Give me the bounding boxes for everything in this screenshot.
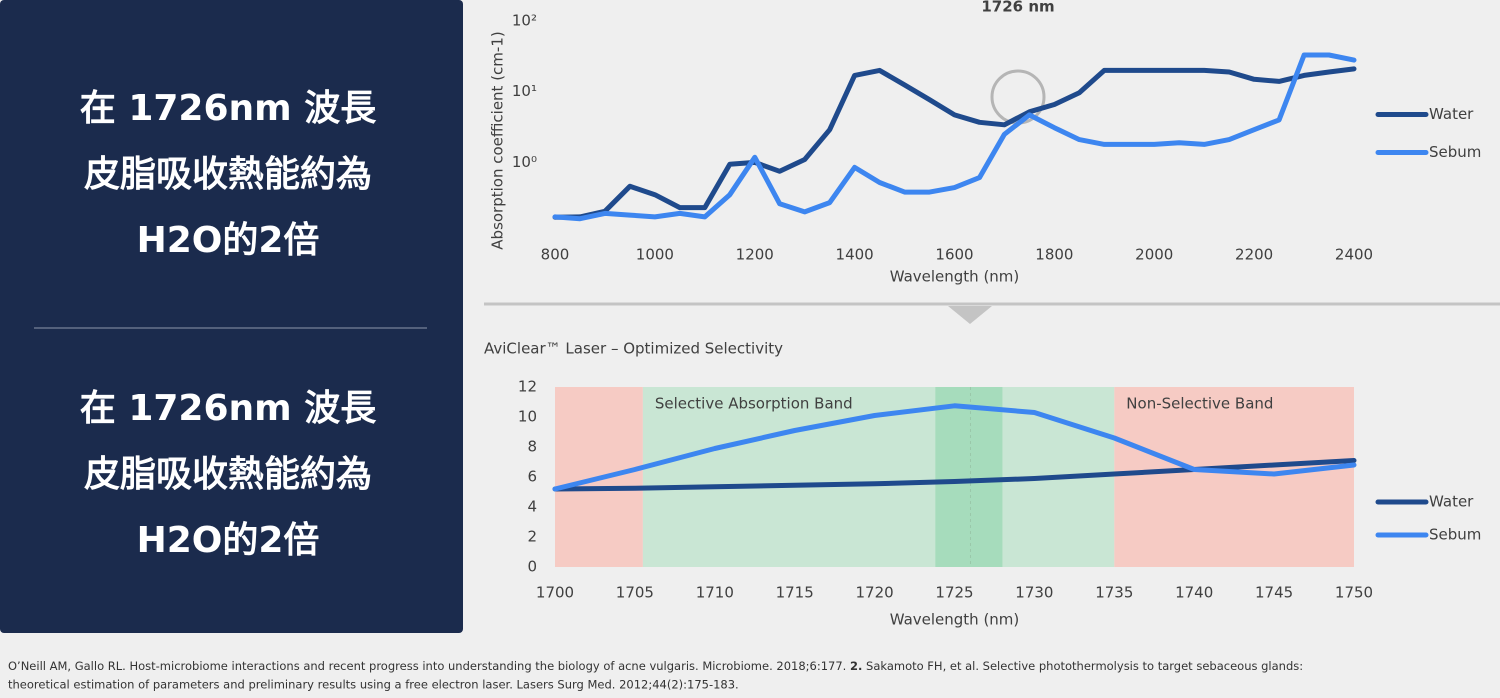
y-tick-label: 8 [527, 438, 537, 456]
x-tick-label: 1735 [1095, 584, 1133, 602]
panel-line: 在 1726nm 波長 [80, 388, 377, 429]
reference-text: O’Neill AM, Gallo RL. Host-microbiome in… [8, 659, 846, 673]
reference-number: 2. [850, 659, 862, 673]
band-label: Non-Selective Band [1126, 395, 1273, 413]
panel-line: 皮脂吸收熱能約為 [84, 154, 372, 195]
series-line [552, 458, 1357, 492]
x-tick-label: 1750 [1335, 584, 1373, 602]
x-tick-label: 2400 [1335, 246, 1373, 264]
band [935, 387, 1003, 567]
x-tick-label: 1725 [935, 584, 973, 602]
x-tick-label: 1730 [1015, 584, 1053, 602]
charts: 10⁰ 10¹ 10² 800 1000 1200 1400 1600 1800 2000 2200… [484, 0, 1481, 629]
x-tick-label: 1705 [616, 584, 654, 602]
reference: theoretical estimation of parameters and… [8, 678, 739, 692]
x-tick-label: 1715 [776, 584, 814, 602]
x-tick-label: 1400 [836, 246, 874, 264]
legend-label: Sebum [1429, 526, 1481, 544]
divider-arrow [948, 306, 992, 324]
series-line [552, 403, 1357, 492]
y-tick-label: 6 [527, 468, 537, 486]
x-tick-label: 1200 [736, 246, 774, 264]
x-tick-label: 1745 [1255, 584, 1293, 602]
x-tick-label: 1800 [1035, 246, 1073, 264]
panel-line: 皮脂吸收熱能約為 [84, 454, 372, 495]
x-tick-label: 1710 [696, 584, 734, 602]
panel-line: H2O的2倍 [137, 220, 320, 261]
y-tick-label: 4 [527, 498, 537, 516]
x-tick-label: 1740 [1175, 584, 1213, 602]
legend-label: Sebum [1429, 143, 1481, 161]
legend-label: Water [1429, 105, 1474, 123]
x-axis-label: Wavelength (nm) [890, 268, 1020, 286]
y-tick-label: 10² [512, 12, 537, 30]
y-tick-label: 10⁰ [512, 153, 537, 171]
panel-line: H2O的2倍 [137, 520, 320, 561]
x-axis-label: Wavelength (nm) [890, 611, 1020, 629]
chart-title: AviClear™ Laser – Optimized Selectivity [484, 340, 783, 358]
x-tick-label: 1600 [935, 246, 973, 264]
left-panel [0, 0, 463, 633]
annotation: 1726 nm [981, 0, 1054, 16]
legend-label: Water [1429, 493, 1474, 511]
reference-text: Sakamoto FH, et al. Selective phototherm… [866, 659, 1303, 673]
y-axis-label: Absorption coefficient (cm-1) [489, 31, 507, 249]
x-tick-label: 2200 [1235, 246, 1273, 264]
x-tick-label: 800 [541, 246, 570, 264]
y-tick-label: 10¹ [512, 82, 537, 100]
series-line [552, 52, 1357, 222]
y-tick-label: 12 [518, 378, 537, 396]
reference: O’Neill AM, Gallo RL. Host-microbiome in… [8, 659, 1303, 673]
x-tick-label: 1000 [636, 246, 674, 264]
x-tick-label: 1720 [856, 584, 894, 602]
series-line [552, 66, 1357, 220]
y-tick-label: 10 [518, 408, 537, 426]
band [1114, 387, 1354, 567]
panel-line: 在 1726nm 波長 [80, 88, 377, 129]
x-tick-label: 1700 [536, 584, 574, 602]
y-tick-label: 2 [527, 528, 537, 546]
band-label: Selective Absorption Band [655, 395, 853, 413]
y-tick-label: 0 [527, 558, 537, 576]
x-tick-label: 2000 [1135, 246, 1173, 264]
